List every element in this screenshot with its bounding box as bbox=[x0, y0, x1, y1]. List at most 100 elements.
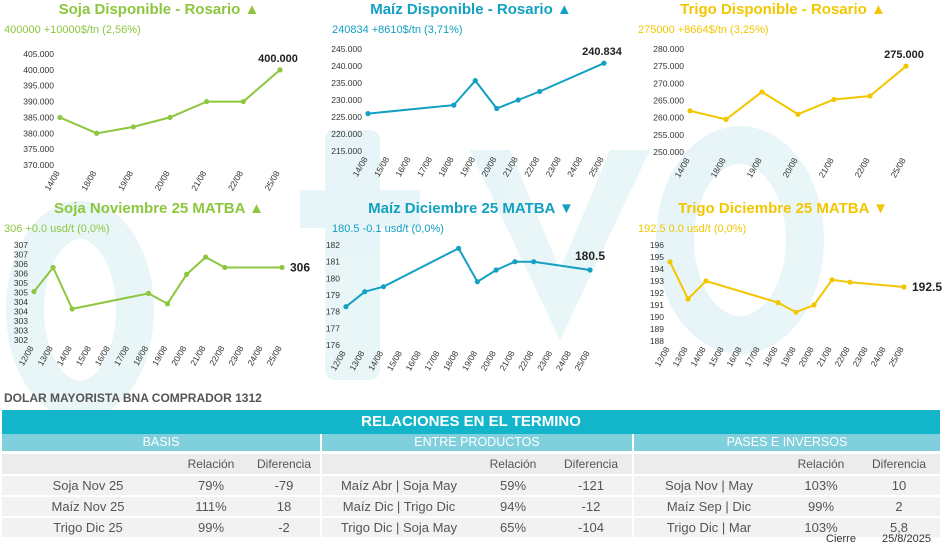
y-tick-label: 305 bbox=[14, 278, 28, 288]
series-line bbox=[689, 65, 907, 121]
y-tick-label: 260.000 bbox=[653, 113, 684, 123]
dolar-label: DOLAR MAYORISTA BNA COMPRADOR 1312 bbox=[4, 391, 262, 405]
row-relacion: 79% bbox=[174, 476, 248, 495]
last-value-label: 180.5 bbox=[575, 249, 605, 263]
y-tick-label: 306 bbox=[14, 259, 28, 269]
x-tick-label: 19/08 bbox=[778, 345, 797, 369]
y-tick-label: 400.000 bbox=[23, 65, 54, 75]
y-tick-label: 193 bbox=[650, 276, 664, 286]
data-point bbox=[145, 290, 152, 296]
row-relacion: 65% bbox=[476, 518, 550, 537]
y-tick-label: 235.000 bbox=[331, 78, 362, 88]
row-relacion: 111% bbox=[174, 497, 248, 516]
row-relacion: 103% bbox=[784, 476, 858, 495]
series-line bbox=[669, 261, 905, 314]
data-point bbox=[365, 111, 371, 117]
y-tick-label: 395.000 bbox=[23, 81, 54, 91]
row-relacion: 99% bbox=[174, 518, 248, 537]
x-tick-label: 18/08 bbox=[79, 169, 98, 193]
series-line bbox=[367, 62, 605, 115]
table-header-row: Relación Diferencia bbox=[2, 454, 320, 474]
data-point bbox=[240, 98, 246, 105]
x-tick-label: 21/08 bbox=[816, 156, 835, 180]
col-diferencia: Diferencia bbox=[858, 454, 940, 474]
x-tick-label: 14/08 bbox=[42, 169, 61, 193]
y-tick-label: 176 bbox=[326, 340, 340, 350]
data-point bbox=[204, 98, 210, 105]
x-tick-label: 22/08 bbox=[207, 344, 226, 368]
y-tick-label: 307 bbox=[14, 250, 28, 260]
col-diferencia: Diferencia bbox=[248, 454, 320, 474]
x-tick-label: 17/08 bbox=[415, 155, 434, 179]
last-value-label: 240.834 bbox=[582, 46, 623, 58]
row-name: Soja Nov 25 bbox=[2, 476, 174, 495]
x-tick-label: 18/08 bbox=[708, 156, 727, 180]
row-name: Maíz Nov 25 bbox=[2, 497, 174, 516]
x-tick-label: 24/08 bbox=[554, 349, 573, 373]
row-relacion: 103% bbox=[784, 518, 858, 537]
data-point bbox=[867, 93, 873, 99]
y-tick-label: 265.000 bbox=[653, 96, 684, 106]
x-tick-label: 17/08 bbox=[742, 345, 761, 369]
x-tick-label: 12/08 bbox=[16, 344, 35, 368]
x-tick-label: 13/08 bbox=[36, 344, 55, 368]
data-point bbox=[759, 89, 765, 95]
y-tick-label: 303 bbox=[14, 316, 28, 326]
y-tick-label: 380.000 bbox=[23, 128, 54, 138]
line-chart-trigo-matba: 188 189 190 191 192 193 194 195 196 12/0813/0814/… bbox=[650, 240, 942, 369]
x-tick-label: 22/08 bbox=[832, 345, 851, 369]
x-tick-label: 22/08 bbox=[852, 156, 871, 180]
y-tick-label: 250.000 bbox=[653, 147, 684, 157]
chart-title: Soja Disponible - Rosario ▲ bbox=[58, 1, 260, 18]
data-point bbox=[50, 264, 56, 271]
series-line bbox=[345, 246, 591, 308]
y-tick-label: 195 bbox=[650, 252, 664, 262]
data-point bbox=[456, 245, 462, 251]
chart-maiz-matba: Maíz Diciembre 25 MATBA ▼ 180.5 -0.1 usd… bbox=[314, 199, 628, 399]
series-line bbox=[59, 69, 281, 135]
x-tick-label: 24/08 bbox=[868, 345, 887, 369]
x-tick-label: 21/08 bbox=[814, 345, 833, 369]
data-point bbox=[474, 279, 480, 285]
data-point bbox=[94, 130, 100, 136]
data-point bbox=[472, 78, 478, 84]
table-basis: Relación Diferencia Soja Nov 25 79% -79 Ma… bbox=[2, 452, 320, 539]
chart-subtitle: 306 +0.0 usd/t (0,0%) bbox=[4, 223, 110, 235]
line-chart-soja-disponible: 370.000 375.000 380.000 385.000 390.000 395.0… bbox=[23, 49, 298, 193]
y-tick-label: 182 bbox=[326, 240, 340, 250]
y-tick-label: 304 bbox=[14, 297, 28, 307]
table-row: Soja Nov | May 103% 10 bbox=[634, 476, 940, 495]
series-line bbox=[33, 255, 282, 311]
row-diferencia: 10 bbox=[858, 476, 940, 495]
row-diferencia: 2 bbox=[858, 497, 940, 516]
last-value-label: 306 bbox=[290, 260, 310, 274]
chart-subtitle: 192.5 0.0 usd/t (0,0%) bbox=[638, 223, 747, 235]
x-tick-label: 21/08 bbox=[497, 349, 516, 373]
data-point bbox=[829, 277, 835, 283]
x-tick-label: 16/08 bbox=[393, 155, 412, 179]
y-tick-label: 304 bbox=[14, 307, 28, 317]
row-diferencia: 5,8 bbox=[858, 518, 940, 537]
x-tick-label: 15/08 bbox=[706, 345, 725, 369]
y-tick-label: 255.000 bbox=[653, 130, 684, 140]
y-tick-label: 275.000 bbox=[653, 61, 684, 71]
row-name: Maíz Sep | Dic bbox=[634, 497, 784, 516]
table-row: Trigo Dic | Soja May 65% -104 bbox=[322, 518, 632, 537]
data-point bbox=[31, 289, 37, 295]
table-header-row: Relación Diferencia bbox=[634, 454, 940, 474]
data-point bbox=[164, 301, 171, 307]
x-tick-label: 14/08 bbox=[350, 155, 369, 179]
x-tick-label: 25/08 bbox=[262, 169, 281, 193]
x-tick-label: 25/08 bbox=[264, 344, 283, 368]
table-header-row: Relación Diferencia bbox=[322, 454, 632, 474]
x-tick-label: 25/08 bbox=[888, 156, 907, 180]
row-name: Soja Nov | May bbox=[634, 476, 784, 495]
x-tick-label: 13/08 bbox=[670, 345, 689, 369]
data-point bbox=[587, 267, 593, 273]
x-tick-label: 12/08 bbox=[328, 349, 347, 373]
y-tick-label: 307 bbox=[14, 240, 28, 250]
relaciones-title: RELACIONES EN EL TERMINO bbox=[2, 410, 940, 434]
x-tick-label: 21/08 bbox=[501, 155, 520, 179]
data-point bbox=[601, 60, 607, 66]
data-point bbox=[537, 88, 543, 95]
